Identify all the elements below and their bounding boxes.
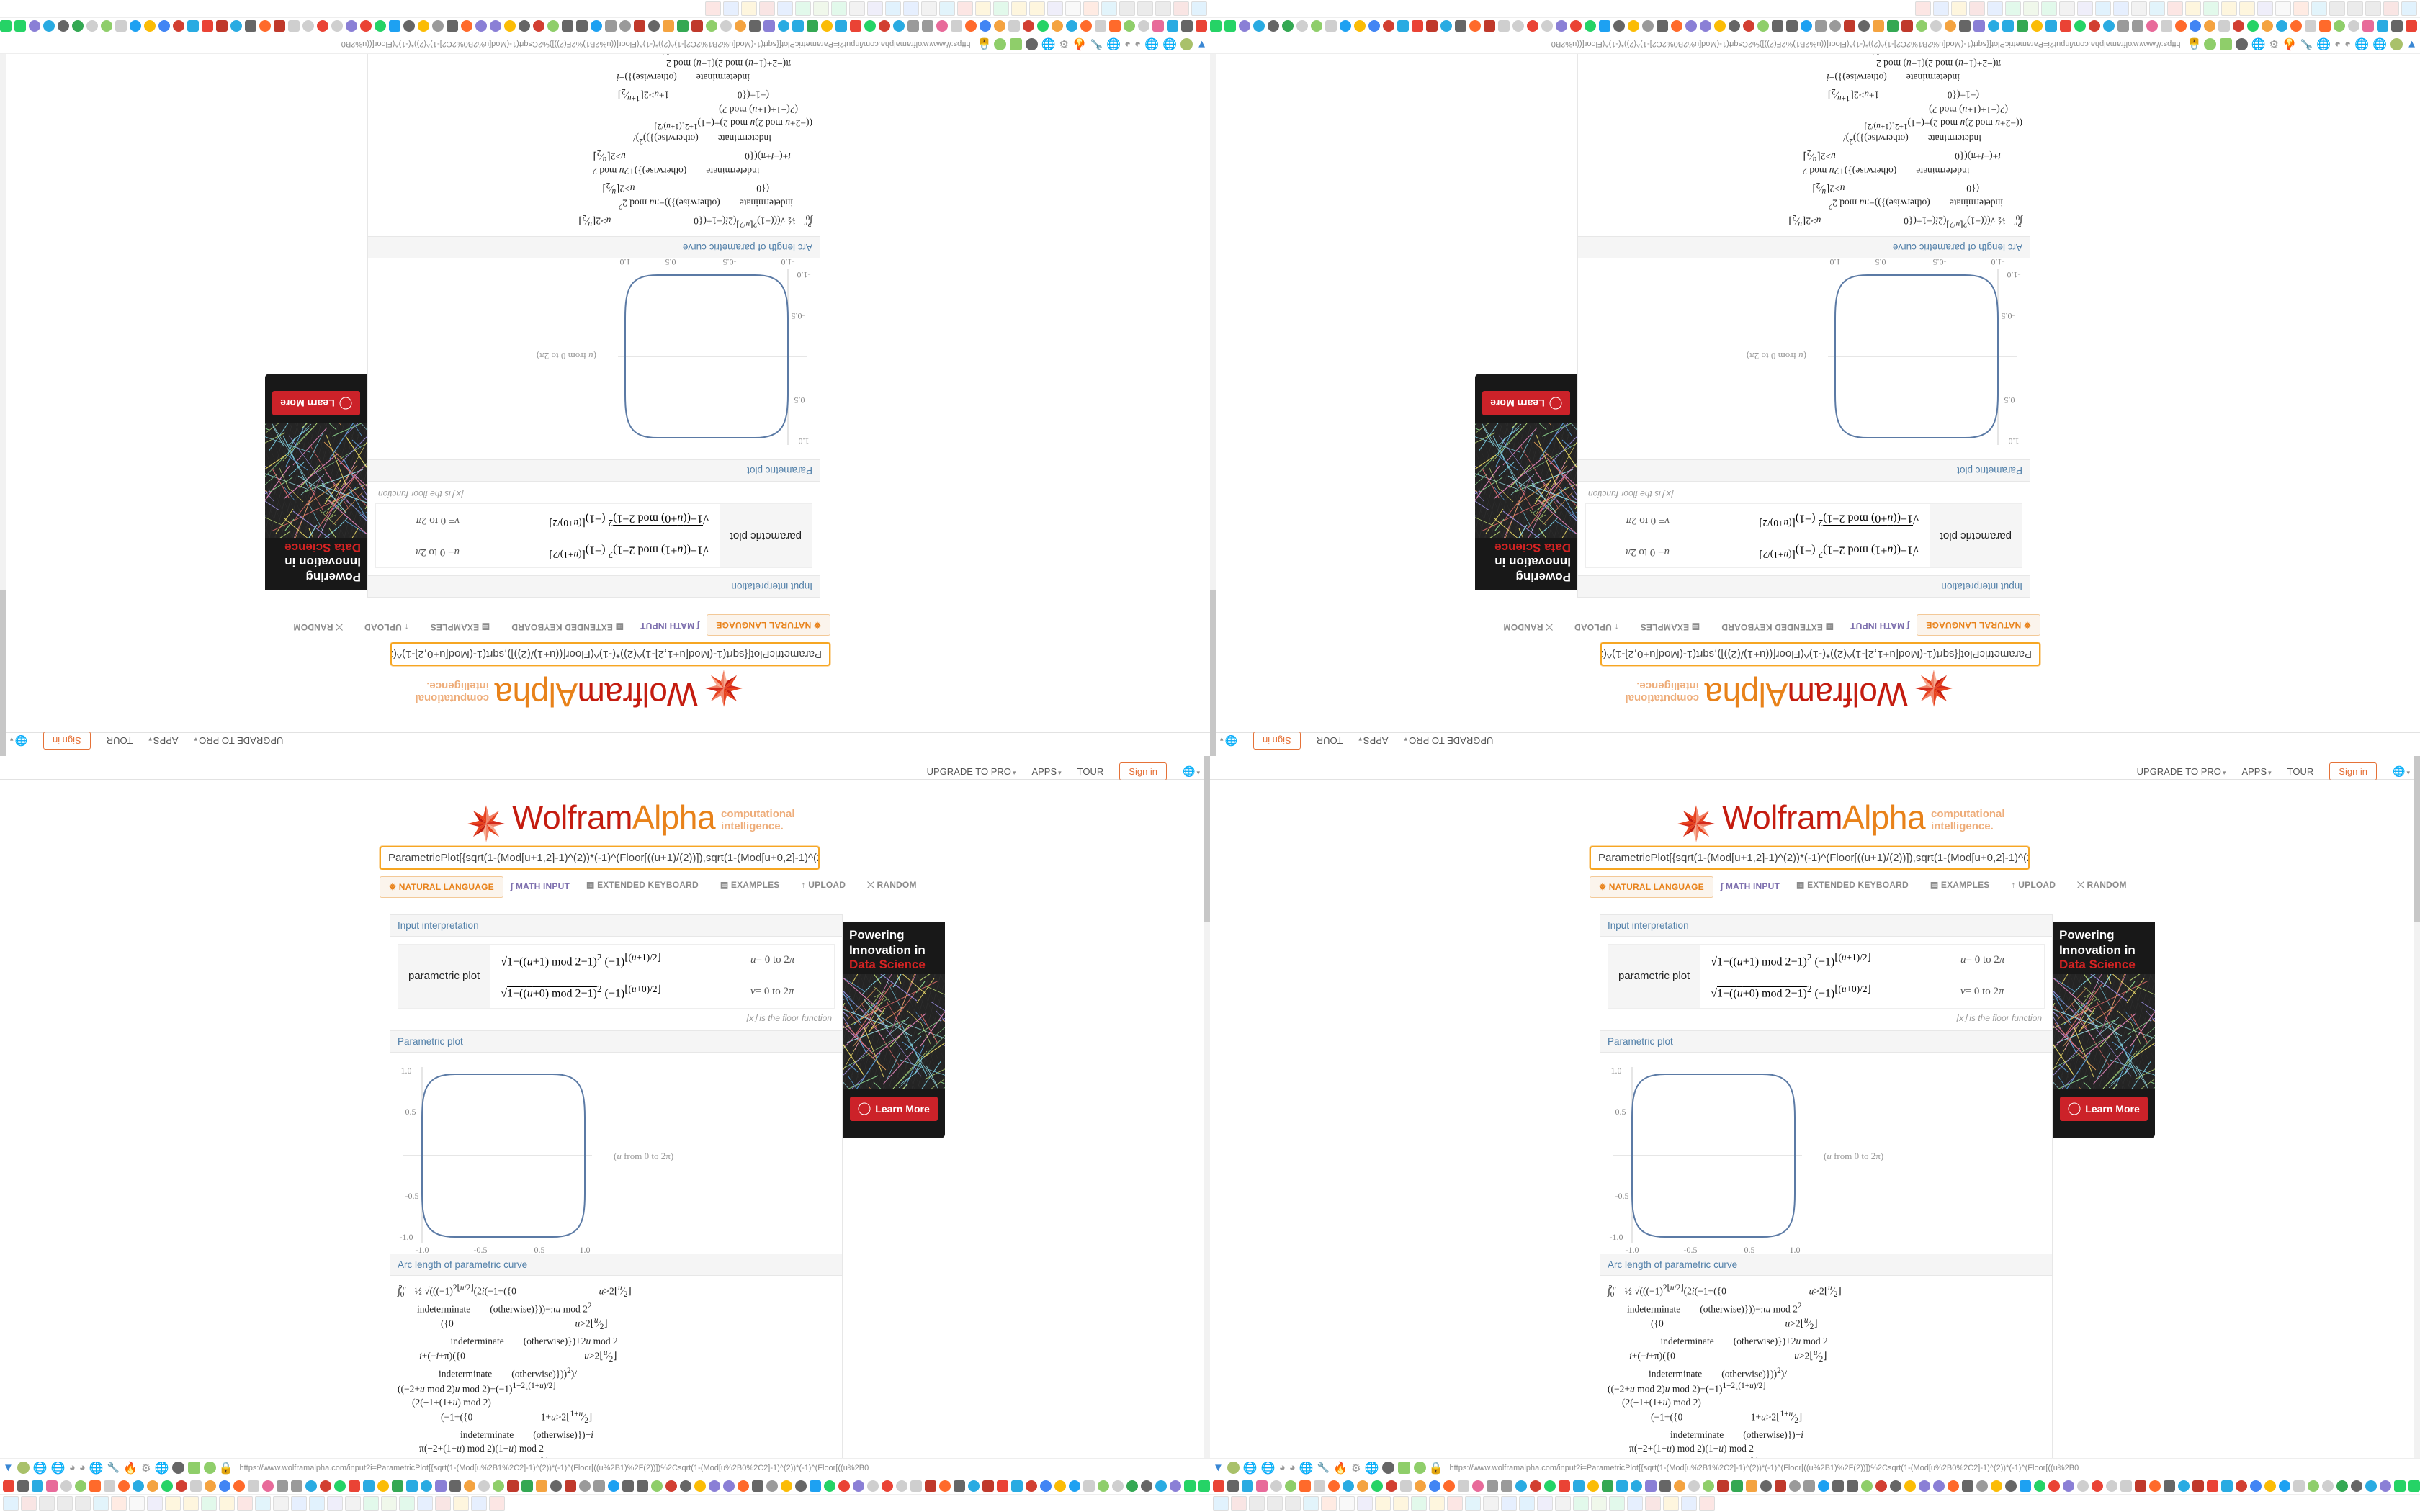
svg-text:-0.5: -0.5 [792,311,805,321]
svg-text:-1.0: -1.0 [1610,1232,1623,1242]
svg-text:-0.5: -0.5 [2002,311,2015,321]
svg-text:0.5: 0.5 [405,1107,416,1117]
svg-text:1.0: 1.0 [1611,1066,1622,1076]
svg-text:-0.5: -0.5 [1933,257,1947,267]
svg-text:(u from 0 to 2π): (u from 0 to 2π) [614,1151,673,1161]
svg-text:-1.0: -1.0 [2007,270,2021,280]
svg-text:0.5: 0.5 [534,1245,545,1255]
svg-text:-1.0: -1.0 [797,270,811,280]
svg-text:-0.5: -0.5 [1615,1191,1629,1201]
svg-text:1.0: 1.0 [1830,257,1841,267]
svg-text:0.5: 0.5 [794,395,805,405]
svg-text:-1.0: -1.0 [781,257,795,267]
svg-text:1.0: 1.0 [620,257,631,267]
svg-text:1.0: 1.0 [799,436,810,446]
svg-text:(u from 0 to 2π): (u from 0 to 2π) [537,351,596,361]
svg-text:-0.5: -0.5 [474,1245,488,1255]
svg-text:0.5: 0.5 [1615,1107,1626,1117]
svg-text:0.5: 0.5 [666,257,676,267]
svg-text:1.0: 1.0 [1790,1245,1801,1255]
svg-text:-1.0: -1.0 [1626,1245,1639,1255]
svg-text:0.5: 0.5 [1744,1245,1755,1255]
svg-text:-0.5: -0.5 [405,1191,419,1201]
svg-text:1.0: 1.0 [2009,436,2020,446]
svg-text:-1.0: -1.0 [416,1245,429,1255]
svg-text:0.5: 0.5 [1876,257,1886,267]
svg-text:0.5: 0.5 [2004,395,2015,405]
svg-text:-0.5: -0.5 [1684,1245,1698,1255]
svg-text:(u from 0 to 2π): (u from 0 to 2π) [1747,351,1806,361]
svg-text:1.0: 1.0 [580,1245,591,1255]
svg-text:-1.0: -1.0 [1991,257,2005,267]
svg-text:(u from 0 to 2π): (u from 0 to 2π) [1824,1151,1883,1161]
svg-text:-1.0: -1.0 [400,1232,413,1242]
svg-text:1.0: 1.0 [401,1066,412,1076]
svg-text:-0.5: -0.5 [723,257,737,267]
